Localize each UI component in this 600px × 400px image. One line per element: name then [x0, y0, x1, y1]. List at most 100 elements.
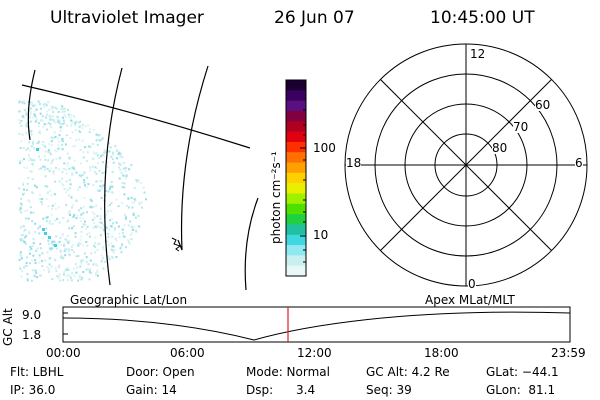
aurora-pixel — [20, 275, 23, 278]
geographic-title: Geographic Lat/Lon — [70, 293, 188, 307]
aurora-pixel — [119, 153, 122, 155]
colorbar-segment — [286, 172, 306, 184]
aurora-pixel — [42, 103, 45, 106]
aurora-pixel — [110, 242, 113, 245]
aurora-pixel — [88, 235, 91, 238]
aurora-pixel — [130, 164, 133, 167]
aurora-pixel — [70, 125, 73, 128]
aurora-pixel — [49, 151, 51, 154]
aurora-pixel — [18, 258, 21, 261]
aurora-pixel — [131, 232, 134, 235]
aurora-pixel — [96, 162, 99, 165]
aurora-pixel — [111, 235, 114, 238]
aurora-pixel — [44, 116, 47, 119]
aurora-pixel — [127, 240, 130, 243]
aurora-pixel — [53, 121, 56, 123]
aurora-pixel — [108, 142, 110, 145]
aurora-pixel — [26, 107, 29, 110]
aurora-pixel — [30, 145, 33, 148]
aurora-pixel — [61, 110, 64, 113]
aurora-pixel — [33, 113, 36, 116]
filter-info: Flt: LBHL — [10, 365, 64, 379]
aurora-pixel — [57, 137, 60, 140]
aurora-pixel — [82, 217, 85, 220]
x-tick-1200: 12:00 — [297, 346, 332, 360]
aurora-pixel — [34, 262, 37, 265]
aurora-pixel — [100, 155, 102, 158]
aurora-pixel — [58, 275, 61, 278]
aurora-pixel — [120, 251, 123, 254]
aurora-pixel — [62, 184, 65, 187]
aurora-pixel — [86, 225, 89, 228]
aurora-pixel — [104, 190, 107, 192]
aurora-pixel — [109, 203, 111, 206]
aurora-pixel — [43, 155, 46, 158]
aurora-pixel — [39, 274, 42, 277]
aurora-pixel — [84, 146, 87, 149]
aurora-pixel — [38, 232, 41, 235]
aurora-pixel — [79, 125, 82, 128]
aurora-pixel — [59, 156, 62, 159]
aurora-pixel — [69, 137, 72, 140]
aurora-pixel — [48, 109, 51, 111]
aurora-pixel — [90, 206, 93, 209]
aurora-pixel — [25, 217, 27, 220]
aurora-pixel — [48, 220, 51, 223]
aurora-pixel — [48, 170, 51, 173]
aurora-pixel — [116, 157, 119, 160]
aurora-pixel — [118, 153, 121, 155]
aurora-pixel — [67, 248, 70, 251]
aurora-pixel — [68, 156, 71, 159]
aurora-pixel — [72, 225, 75, 228]
aurora-pixel — [25, 132, 27, 135]
aurora-pixel — [61, 177, 64, 180]
aurora-pixel — [27, 176, 30, 179]
aurora-pixel — [78, 276, 81, 279]
aurora-pixel — [131, 206, 134, 209]
aurora-pixel — [111, 158, 114, 161]
colorbar-segment — [286, 80, 306, 91]
aurora-pixel — [118, 232, 121, 235]
aurora-pixel — [20, 197, 23, 200]
aurora-pixel — [34, 259, 37, 262]
aurora-pixel — [92, 128, 95, 131]
aurora-pixel — [93, 244, 96, 247]
aurora-pixel — [79, 162, 82, 165]
aurora-pixel — [57, 241, 60, 244]
aurora-pixel — [59, 125, 62, 128]
aurora-pixel — [98, 138, 101, 141]
aurora-pixel — [82, 151, 85, 154]
aurora-pixel — [46, 128, 48, 131]
aurora-pixel — [63, 244, 65, 247]
aurora-pixel — [89, 259, 92, 262]
aurora-pixel — [60, 108, 63, 111]
aurora-pixel — [100, 196, 103, 199]
aurora-pixel — [50, 105, 53, 108]
aurora-pixel — [124, 213, 126, 216]
aurora-pixel — [94, 263, 97, 266]
aurora-pixel — [44, 145, 47, 148]
aurora-pixel — [38, 193, 41, 196]
aurora-pixel — [118, 151, 121, 154]
aurora-pixel — [47, 239, 50, 242]
aurora-pixel — [27, 217, 30, 220]
aurora-pixel — [122, 167, 125, 170]
aurora-pixel — [82, 205, 85, 208]
aurora-pixel — [77, 242, 80, 245]
aurora-pixel — [39, 167, 42, 170]
aurora-pixel — [129, 220, 132, 223]
aurora-pixel — [37, 227, 40, 230]
aurora-pixel — [38, 168, 41, 171]
aurora-pixel — [48, 242, 51, 245]
aurora-pixel — [38, 256, 41, 259]
aurora-pixel — [45, 216, 48, 219]
aurora-pixel — [71, 272, 74, 275]
aurora-pixel — [46, 167, 49, 170]
lat-label-60: 60 — [535, 98, 551, 112]
aurora-pixel — [100, 254, 103, 257]
aurora-pixel — [89, 169, 92, 172]
colorbar-segment — [286, 214, 306, 225]
aurora-pixel — [132, 213, 135, 216]
aurora-pixel — [66, 235, 69, 238]
aurora-pixel — [26, 125, 29, 128]
